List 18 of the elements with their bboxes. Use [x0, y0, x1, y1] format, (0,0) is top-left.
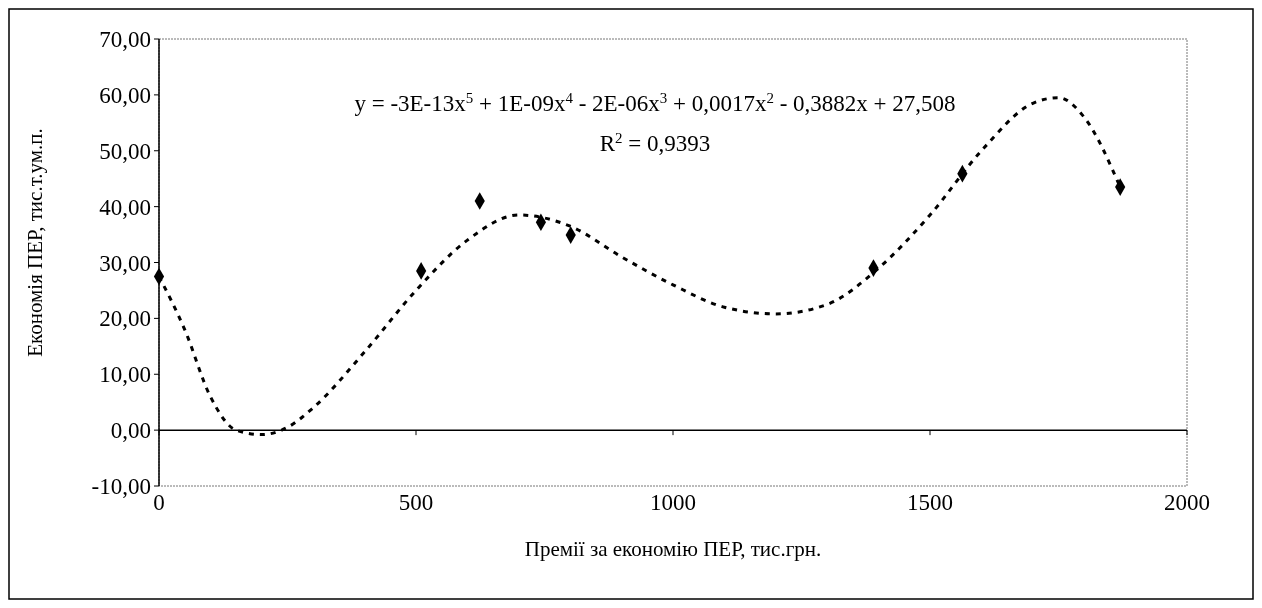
y-tick-label: 70,00 — [99, 27, 151, 53]
y-tick-label: 0,00 — [110, 418, 151, 444]
x-tick-label: 2000 — [1164, 490, 1210, 515]
x-tick-label: 500 — [398, 490, 434, 515]
y-tick-label: 60,00 — [99, 82, 151, 108]
text: y = -3E-13x$^{5}$ + 1E-09x$^{4}$ - 2E-06x$^{3}$ + 0,0017x$^{2}$ - 0,3882x + 27,508 — [354, 90, 956, 116]
annotation: R$^{2}$ = 0,9393 — [599, 130, 711, 156]
y-axis-title: Економія ПЕР, тис.т.ум.п. — [23, 128, 47, 357]
y-tick-label: -10,00 — [91, 474, 151, 500]
y-tick-label: 20,00 — [99, 306, 151, 332]
x-axis-title: Премії за економію ПЕР, тис.грн. — [524, 537, 822, 561]
y-tick-label: 50,00 — [99, 138, 151, 164]
x-tick-label: 1500 — [907, 490, 953, 515]
x-tick-label: 0 — [153, 490, 165, 515]
x-tick-label: 1000 — [650, 490, 696, 515]
y-tick-label: 30,00 — [99, 250, 151, 276]
y-tick-label: 10,00 — [99, 362, 151, 388]
y-tick-label: 40,00 — [99, 194, 151, 220]
